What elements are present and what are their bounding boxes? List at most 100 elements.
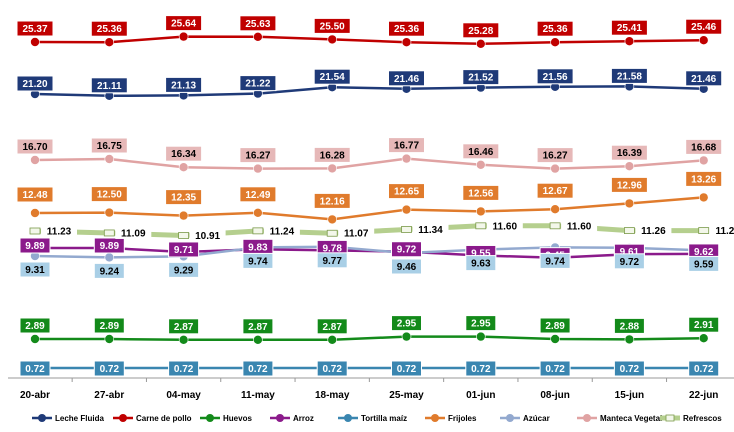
leche-fluida-label-box [536, 68, 574, 85]
huevos-data-label: 2.91 [688, 316, 720, 333]
azucar-label-text: 9.63 [471, 259, 491, 270]
azucar-data-label: 9.59 [688, 255, 720, 272]
huevos-data-label: 2.87 [242, 318, 274, 335]
x-tick-label: 11-may [241, 390, 275, 401]
refrescos-data-label: 11.26 [709, 224, 734, 237]
leche-fluida-label-box [16, 75, 54, 92]
leche-fluida-label-box [90, 77, 128, 94]
leche-fluida-line [34, 85, 704, 98]
legend: Leche Fluida Carne de pollo Huevos Arroz Tor… [32, 414, 722, 423]
legend-marker [583, 414, 591, 422]
frijoles-marker [401, 204, 412, 215]
tortilla-maiz-label-box [465, 360, 497, 377]
carne-de-pollo-label-box [536, 20, 574, 37]
refrescos-marker [549, 222, 561, 230]
frijoles-label-text: 12.96 [617, 180, 642, 191]
leche-fluida-data-label: 21.13 [165, 76, 203, 93]
leche-fluida-label-box [462, 69, 500, 86]
legend-marker [276, 414, 284, 422]
azucar-data-label: 9.29 [168, 261, 200, 278]
huevos-marker [475, 331, 486, 342]
azucar-label-text: 9.72 [620, 257, 640, 268]
tortilla-maiz-label-text: 0.72 [322, 364, 342, 375]
legend-item-leche-fluida: Leche Fluida [32, 414, 104, 423]
tortilla-maiz-label-text: 0.72 [100, 364, 120, 375]
huevos-line [35, 335, 704, 342]
tortilla-maiz-label-text: 0.72 [248, 364, 268, 375]
frijoles-data-label: 12.56 [462, 184, 500, 201]
carne-de-pollo-label-text: 25.36 [97, 24, 122, 35]
huevos-label-text: 2.87 [248, 322, 268, 333]
arroz-label-text: 9.89 [100, 241, 120, 252]
frijoles-marker [178, 210, 189, 221]
carne-de-pollo-line [34, 35, 704, 46]
frijoles-data-label: 12.48 [16, 186, 54, 203]
azucar-label-text: 9.74 [248, 256, 268, 267]
huevos-marker [698, 333, 709, 344]
frijoles-data-label: 12.16 [313, 192, 351, 209]
huevos-data-label: 2.89 [93, 317, 125, 334]
huevos-label-text: 2.91 [694, 320, 714, 331]
tortilla-maiz-data-label: 0.72 [316, 360, 348, 377]
legend-marker [506, 414, 514, 422]
carne-de-pollo-label-box [90, 20, 128, 37]
frijoles-label-box [165, 189, 203, 206]
refrescos-marker [698, 227, 710, 234]
frijoles-data-label: 12.35 [165, 189, 203, 206]
carne-de-pollo-marker [253, 31, 263, 42]
refrescos-data-label: 11.23 [41, 225, 77, 238]
refrescos-data-label: 11.26 [635, 224, 672, 237]
x-tick-label: 04-may [166, 390, 201, 401]
manteca-vegetal-label-box [685, 138, 723, 155]
manteca-vegetal-label-text: 16.68 [691, 142, 716, 153]
tortilla-maiz-data-label: 0.72 [168, 360, 200, 377]
carne-de-pollo-data-label: 25.63 [239, 15, 277, 32]
azucar-data-label: 9.24 [93, 262, 125, 279]
frijoles-marker [698, 192, 709, 203]
manteca-vegetal-marker [104, 154, 115, 164]
data-labels: 21.20 21.11 21.13 21.22 21.54 21.46 21.52 21.56… [16, 15, 734, 377]
huevos-label-box [19, 317, 51, 334]
carne-de-pollo-label-text: 25.63 [245, 19, 270, 30]
x-tick-label: 22-jun [689, 390, 718, 401]
frijoles-marker [475, 206, 486, 217]
arroz-data-label: 9.71 [168, 241, 200, 258]
refrescos-marker [475, 222, 487, 230]
manteca-vegetal-label-text: 16.39 [617, 148, 642, 159]
refrescos-label-bg [561, 219, 598, 232]
tortilla-maiz-data-label: 0.72 [688, 360, 720, 377]
legend-label: Manteca Vegetal [600, 414, 662, 423]
refrescos-label-bg [115, 226, 152, 239]
frijoles-data-label: 12.65 [388, 183, 425, 200]
azucar-data-label: 9.74 [242, 252, 274, 269]
carne-de-pollo-label-text: 25.64 [171, 19, 196, 30]
frijoles-label-box [239, 186, 277, 203]
manteca-vegetal-marker [698, 155, 709, 166]
carne-de-pollo-label-text: 25.36 [394, 24, 419, 35]
frijoles-label-box [90, 186, 128, 203]
tortilla-maiz-label-text: 0.72 [174, 364, 194, 375]
frijoles-marker [624, 198, 635, 209]
refrescos-data-label: 11.60 [486, 219, 523, 232]
carne-de-pollo-label-text: 25.36 [543, 24, 568, 35]
leche-fluida-data-label: 21.22 [239, 75, 277, 92]
tortilla-maiz-label-box [93, 360, 125, 377]
azucar-label-box [688, 255, 720, 272]
carne-de-pollo-label-text: 25.46 [691, 22, 716, 33]
manteca-vegetal-label-box [239, 147, 277, 164]
arroz-data-label: 9.83 [242, 238, 274, 255]
legend-item-refrescos: Refrescos [660, 414, 722, 423]
x-axis-ticks: 20-abr 27-abr 04-may 11-may 18-may 25-may 01-j… [20, 378, 718, 401]
carne-de-pollo-label-box [16, 20, 54, 37]
x-tick-label: 01-jun [466, 390, 495, 401]
refrescos-label-text: 11.09 [121, 228, 146, 239]
huevos-marker [30, 334, 40, 344]
refrescos-marker [29, 227, 41, 235]
azucar-label-text: 9.24 [100, 266, 120, 277]
leche-fluida-label-box [388, 70, 425, 87]
refrescos-label-bg [189, 229, 226, 242]
leche-fluida-label-text: 21.46 [394, 74, 419, 85]
manteca-vegetal-label-text: 16.75 [97, 141, 122, 152]
manteca-vegetal-data-label: 16.27 [239, 147, 277, 164]
carne-de-pollo-label-box [462, 22, 500, 39]
